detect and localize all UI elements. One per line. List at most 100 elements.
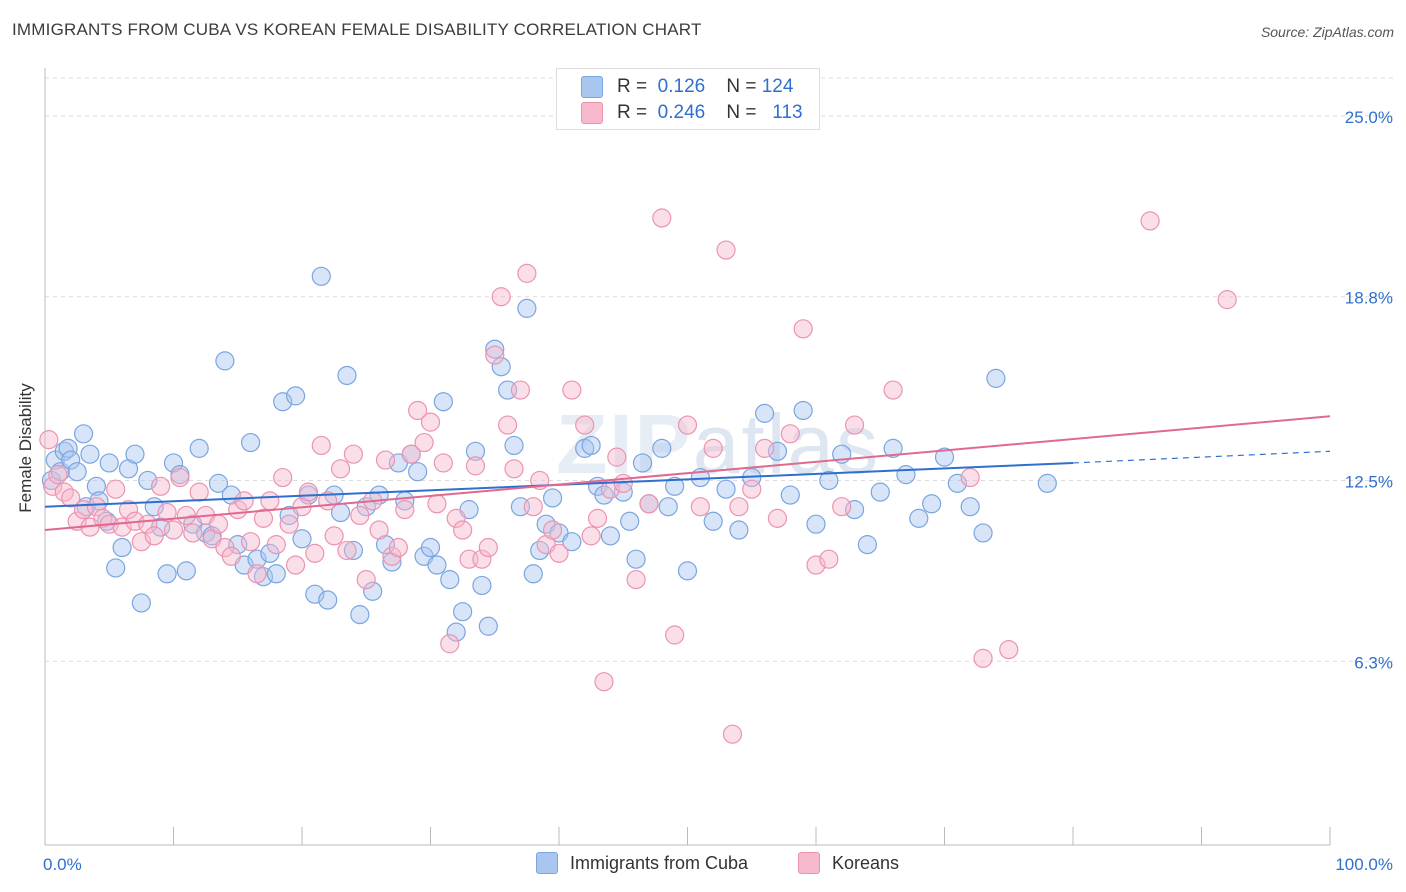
korean-point <box>388 537 408 558</box>
korean-point <box>375 450 396 470</box>
korean-point <box>420 412 441 432</box>
korean-point <box>498 415 518 435</box>
cuba-point <box>504 435 524 456</box>
korean-point <box>440 634 460 654</box>
korean-r-value: 0.246 <box>657 102 706 123</box>
korean-point <box>446 508 466 528</box>
cuba-point <box>80 444 100 464</box>
korean-point <box>234 491 254 511</box>
korean-point <box>369 520 389 540</box>
cuba-point <box>729 520 749 540</box>
cuba-point <box>478 616 498 636</box>
korean-point <box>453 520 473 540</box>
korean-point <box>883 380 903 400</box>
legend-korean-label: Koreans <box>832 852 900 873</box>
korean-point <box>465 456 486 476</box>
legend-cuba-label: Immigrants from Cuba <box>570 852 749 873</box>
korean-point <box>356 570 376 590</box>
cuba-point <box>99 453 119 473</box>
cuba-point <box>857 535 878 555</box>
cuba-point <box>61 450 81 470</box>
korean-point <box>208 514 229 534</box>
cuba-point <box>517 298 537 318</box>
cuba-point <box>600 526 621 546</box>
korean-swatch <box>581 102 603 124</box>
korean-point <box>665 625 685 645</box>
stats-row-korean: R = 0.246 N = 113 <box>581 101 803 125</box>
cuba-r-label: R = <box>617 76 648 97</box>
chart-source: Source: ZipAtlas.com <box>1260 24 1394 40</box>
cuba-point <box>176 561 196 581</box>
korean-point <box>330 459 351 479</box>
y-tick-label: 12.5% <box>1345 472 1393 491</box>
korean-point <box>157 502 177 523</box>
korean-point <box>742 479 762 499</box>
korean-point <box>690 497 710 517</box>
cuba-r-value: 0.126 <box>657 76 706 97</box>
legend-cuba-swatch <box>536 852 558 874</box>
cuba-point <box>806 514 826 534</box>
cuba-point <box>420 537 441 558</box>
cuba-point <box>112 537 132 558</box>
korean-point <box>189 482 209 502</box>
cuba-swatch <box>581 76 603 98</box>
cuba-point <box>665 476 685 496</box>
cuba-point <box>343 540 363 561</box>
korean-point <box>652 208 672 228</box>
stats-legend: R = 0.126 N = 124 R = 0.246 N = 113 <box>556 68 820 130</box>
korean-point <box>587 508 608 528</box>
chart-title: IMMIGRANTS FROM CUBA VS KOREAN FEMALE DI… <box>12 20 702 39</box>
cuba-point <box>716 479 736 499</box>
cuba-point <box>106 558 126 578</box>
cuba-n-label: N = <box>726 76 757 97</box>
cuba-point <box>58 438 78 458</box>
x-tick-label-max: 100.0% <box>1335 855 1393 874</box>
korean-point <box>819 549 839 569</box>
cuba-point <box>73 424 94 444</box>
korean-point <box>183 523 203 543</box>
cuba-point <box>285 386 306 406</box>
cuba-trend-extension <box>1072 450 1331 464</box>
korean-point <box>523 497 543 517</box>
cuba-point <box>427 555 447 575</box>
cuba-n-value: 124 <box>761 76 794 97</box>
korean-point <box>491 287 511 307</box>
y-tick-label: 18.8% <box>1345 289 1393 308</box>
cuba-point <box>870 482 890 502</box>
korean-point <box>607 447 627 467</box>
korean-point <box>594 672 614 692</box>
cuba-point <box>793 400 813 421</box>
korean-point <box>754 438 775 458</box>
legend-item-cuba[interactable]: Immigrants from Cuba <box>536 852 748 874</box>
cuba-point <box>67 462 87 482</box>
cuba-point <box>934 447 955 467</box>
cuba-point <box>542 488 563 508</box>
cuba-point <box>465 441 486 461</box>
cuba-point <box>433 392 453 412</box>
cuba-point <box>922 494 942 514</box>
korean-point <box>677 415 698 435</box>
cuba-point <box>652 438 672 458</box>
cuba-point <box>189 438 209 458</box>
cuba-point <box>658 497 678 517</box>
korean-point <box>973 648 993 668</box>
korean-point <box>163 520 184 540</box>
cuba-point <box>626 549 646 569</box>
cuba-point <box>523 564 543 584</box>
korean-point <box>703 438 723 458</box>
korean-point <box>485 345 505 365</box>
stats-row-cuba: R = 0.126 N = 124 <box>581 75 793 99</box>
cuba-point <box>318 590 338 610</box>
korean-point <box>729 497 749 517</box>
korean-point <box>575 415 595 435</box>
cuba-point <box>363 581 383 601</box>
legend-item-korean[interactable]: Koreans <box>798 852 899 874</box>
cuba-point <box>266 564 286 584</box>
korean-n-label: N = <box>726 102 757 123</box>
korean-point <box>999 640 1019 660</box>
korean-point <box>414 432 434 453</box>
legend-korean-swatch <box>798 852 820 874</box>
y-tick-label: 25.0% <box>1345 108 1393 127</box>
cuba-point <box>485 339 505 359</box>
